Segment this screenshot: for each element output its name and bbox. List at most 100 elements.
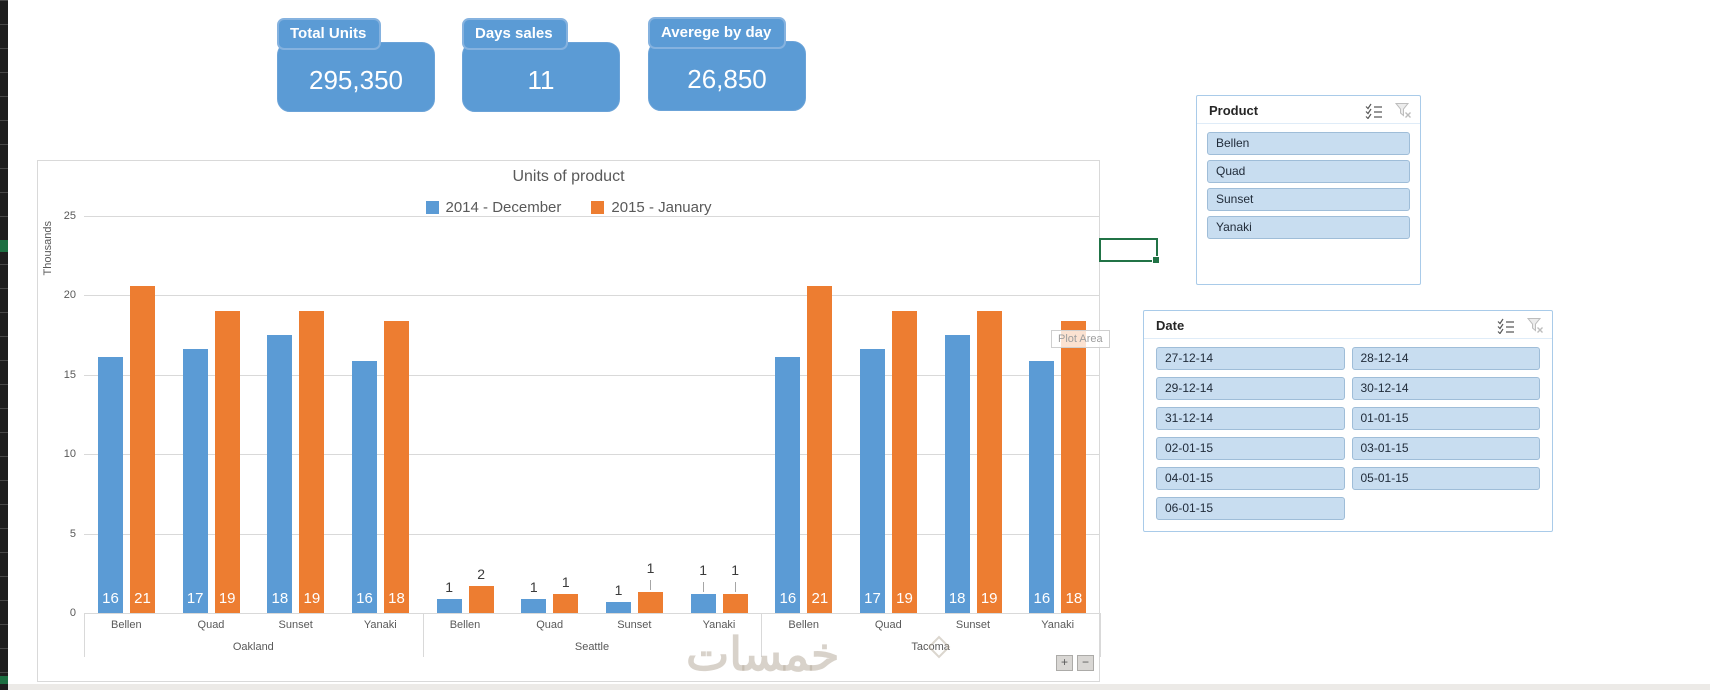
date-slicer-item[interactable]: 30-12-14: [1351, 377, 1540, 400]
x-axis-product-label: Yanaki: [1041, 619, 1075, 631]
bar-2015 - January-Tacoma-Sunset[interactable]: [976, 311, 1002, 613]
date-slicer-item[interactable]: 27-12-14: [1156, 347, 1345, 370]
x-axis-product-label: Quad: [536, 619, 564, 631]
label-leader-line: [702, 581, 704, 592]
bar-data-label: 1: [699, 561, 708, 578]
date-slicer-item[interactable]: 28-12-14: [1351, 347, 1540, 370]
bar-2015 - January-Tacoma-Quad[interactable]: [892, 311, 917, 613]
fill-handle[interactable]: [1152, 256, 1160, 264]
bar-2015 - January-Seattle-Bellen[interactable]: [468, 586, 494, 613]
bar-2014 - December-Oakland-Quad[interactable]: [182, 349, 208, 613]
cell-selection-box: [1099, 238, 1160, 264]
y-tick-label: 0: [69, 607, 76, 619]
bar-data-label: 1: [561, 573, 570, 590]
date-slicer-item[interactable]: 05-01-15: [1351, 467, 1540, 490]
bar-data-label: 16: [779, 590, 797, 607]
date-slicer-items: 27-12-14 28-12-14 29-12-14 30-12-14 31-12-14…: [1144, 339, 1552, 528]
gridline: [84, 374, 1100, 376]
multi-select-icon[interactable]: [1496, 318, 1516, 334]
bar-2014 - December-Seattle-Yanaki[interactable]: [690, 593, 716, 613]
kpi-card-days-sales: 11 Days sales: [462, 18, 622, 114]
bar-data-label: 19: [896, 590, 913, 607]
kpi-label: Averege by day: [648, 17, 787, 49]
date-slicer-item[interactable]: 02-01-15: [1156, 437, 1345, 460]
date-slicer: Date 27-12-14 28-12-14 29-12-14 30-12-14 31-…: [1143, 310, 1553, 532]
bar-2014 - December-Tacoma-Bellen[interactable]: [775, 357, 801, 613]
clear-filter-icon[interactable]: [1394, 102, 1412, 119]
x-axis-city-label: Oakland: [232, 641, 274, 653]
date-slicer-item[interactable]: 03-01-15: [1351, 437, 1540, 460]
date-slicer-item[interactable]: 04-01-15: [1156, 467, 1345, 490]
product-slicer-items: Bellen Quad Sunset Yanaki: [1197, 124, 1420, 247]
bar-data-label: 16: [1033, 590, 1051, 607]
date-slicer-item[interactable]: 06-01-15: [1156, 497, 1345, 520]
bar-data-label: 18: [948, 590, 966, 607]
product-slicer-item[interactable]: Quad: [1207, 160, 1410, 183]
bar-data-label: 1: [731, 561, 740, 578]
bar-2015 - January-Tacoma-Bellen[interactable]: [807, 285, 833, 613]
bar-2014 - December-Oakland-Sunset[interactable]: [267, 335, 293, 613]
bar-chart[interactable]: Units of product 2014 - December 2015 - J…: [37, 160, 1101, 682]
kpi-label: Total Units: [277, 18, 382, 50]
x-axis-product-label: Quad: [197, 619, 225, 631]
bar-data-label: 19: [218, 590, 236, 607]
date-slicer-item[interactable]: 31-12-14: [1156, 407, 1345, 430]
gridline: [84, 533, 1100, 535]
x-axis-product-label: Quad: [874, 619, 902, 631]
bar-data-label: 16: [356, 590, 373, 607]
bar-data-label: 17: [186, 590, 204, 607]
bar-2014 - December-Seattle-Sunset[interactable]: [606, 601, 631, 613]
product-slicer-item[interactable]: Sunset: [1207, 188, 1410, 211]
watermark-text: خمسات: [686, 628, 840, 680]
x-axis-city-label: Tacoma: [911, 641, 950, 653]
bar-2015 - January-Oakland-Yanaki[interactable]: [384, 320, 409, 613]
gridline: [84, 454, 1100, 456]
bar-2014 - December-Oakland-Yanaki[interactable]: [352, 360, 377, 613]
zoom-in-button[interactable]: +: [1056, 655, 1073, 671]
product-slicer-item[interactable]: Bellen: [1207, 132, 1410, 155]
x-axis-product-label: Sunset: [617, 619, 652, 631]
bar-data-label: 1: [646, 560, 655, 577]
bar-data-label: 18: [388, 590, 405, 607]
label-leader-line: [734, 581, 736, 592]
bar-2014 - December-Tacoma-Yanaki[interactable]: [1029, 360, 1055, 613]
x-axis-product-label: Bellen: [449, 619, 481, 631]
bar-2014 - December-Tacoma-Sunset[interactable]: [944, 335, 970, 613]
date-slicer-item[interactable]: 29-12-14: [1156, 377, 1345, 400]
legend-label: 2015 - January: [611, 199, 712, 216]
bar-data-label: 1: [614, 581, 623, 598]
bar-2015 - January-Seattle-Quad[interactable]: [553, 593, 579, 613]
product-slicer-item[interactable]: Yanaki: [1207, 216, 1410, 239]
watermark-diamond-icon: [927, 635, 951, 659]
y-tick-label: 10: [63, 448, 76, 461]
gridline: [84, 216, 1100, 217]
y-axis-title: Thousands: [42, 221, 54, 276]
bar-2014 - December-Seattle-Bellen[interactable]: [436, 598, 462, 613]
zoom-out-button[interactable]: −: [1077, 655, 1094, 671]
x-axis-product-label: Bellen: [788, 619, 819, 631]
legend-swatch: [591, 201, 605, 214]
x-axis-product-label: Yanaki: [363, 619, 397, 631]
bar-2014 - December-Seattle-Quad[interactable]: [521, 598, 547, 613]
bar-2014 - December-Tacoma-Quad[interactable]: [860, 349, 885, 613]
bar-2014 - December-Oakland-Bellen[interactable]: [98, 357, 123, 613]
date-slicer-item[interactable]: 01-01-15: [1351, 407, 1540, 430]
bar-data-label: 21: [134, 590, 151, 607]
bar-2015 - January-Tacoma-Yanaki[interactable]: [1061, 320, 1087, 613]
bar-2015 - January-Seattle-Sunset[interactable]: [638, 592, 663, 613]
clear-filter-icon[interactable]: [1526, 317, 1544, 334]
bar-2015 - January-Seattle-Yanaki[interactable]: [722, 593, 748, 613]
y-tick-label: 5: [69, 527, 76, 540]
bar-2015 - January-Oakland-Sunset[interactable]: [299, 311, 325, 613]
window-edge-strip: [0, 0, 8, 690]
window-edge-accent: [0, 240, 8, 252]
bar-data-label: 17: [864, 590, 881, 607]
bar-data-label: 1: [445, 578, 454, 595]
kpi-label: Days sales: [462, 18, 568, 50]
bar-2015 - January-Oakland-Bellen[interactable]: [130, 285, 155, 613]
plot-area-tooltip: Plot Area: [1051, 330, 1110, 348]
chart-title: Units of product: [512, 168, 625, 185]
multi-select-icon[interactable]: [1364, 103, 1384, 119]
bar-data-label: 19: [303, 590, 321, 607]
bar-2015 - January-Oakland-Quad[interactable]: [214, 311, 240, 613]
